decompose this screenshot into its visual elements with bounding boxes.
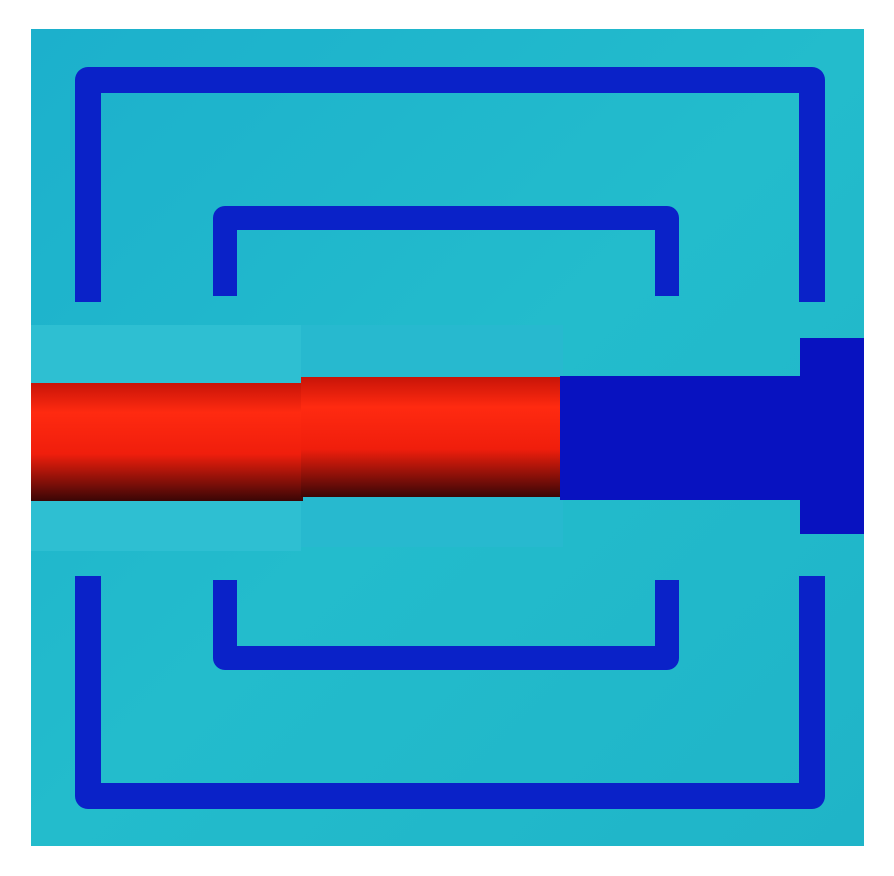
feed-line-hot-middle: [301, 377, 562, 497]
feed-line-hot-left: [31, 383, 303, 501]
feed-line-cold-port: [800, 338, 864, 534]
bottom-inner-ring-trace: [213, 580, 679, 670]
top-inner-ring-trace: [213, 206, 679, 296]
top-outer-ring-trace: [75, 67, 825, 302]
bottom-outer-ring-trace: [75, 576, 825, 809]
